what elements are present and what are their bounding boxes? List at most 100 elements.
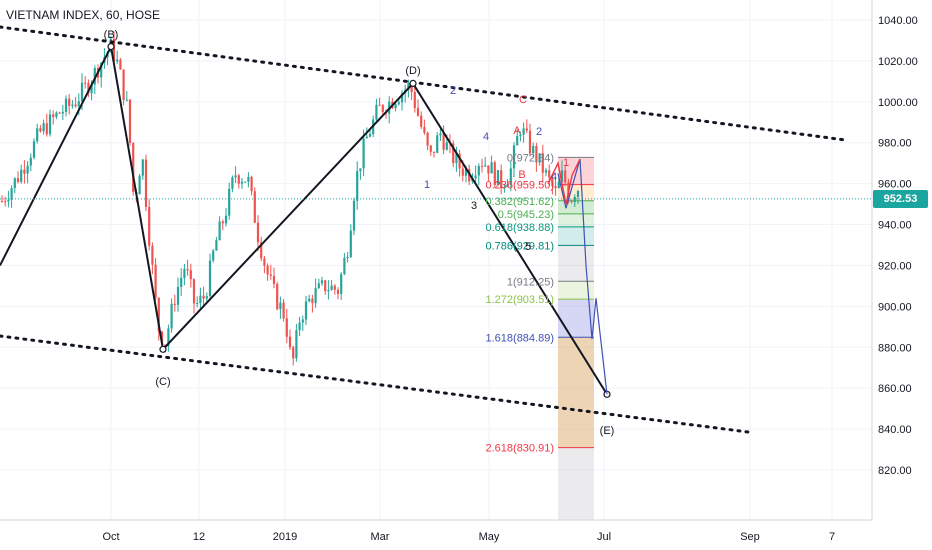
candle-body [333, 285, 336, 290]
candle-body [100, 62, 103, 78]
candle-body [458, 153, 461, 169]
candle-body [68, 98, 71, 106]
candle-body [157, 297, 160, 332]
y-tick-label: 1020.00 [878, 56, 918, 68]
candle-body [455, 153, 458, 164]
candle-body [432, 151, 436, 153]
candle-body [356, 171, 359, 201]
x-tick-label: Jul [597, 531, 611, 543]
candle-body [196, 302, 199, 304]
candle-body [311, 298, 314, 304]
candle-body [112, 38, 116, 62]
candle-body [413, 92, 416, 109]
candle-body [45, 123, 48, 135]
candle-body [29, 157, 32, 166]
candle-body [279, 302, 282, 310]
subwave-label: 1 [563, 157, 569, 169]
candle-body [362, 138, 365, 169]
subwave-label: C [519, 94, 527, 106]
candle-body [237, 175, 240, 184]
candle-body [570, 201, 573, 203]
candle-body [538, 153, 541, 163]
candle-body [13, 178, 16, 189]
candle-body [400, 93, 404, 103]
candle-body [276, 284, 279, 310]
candle-body [349, 230, 352, 258]
subwave-label: 1 [424, 179, 430, 191]
fib-zone [558, 200, 594, 214]
candle-body [298, 322, 301, 331]
x-tick-label: Sep [740, 531, 760, 543]
candle-body [269, 274, 272, 276]
candle-body [560, 170, 564, 182]
candle-body [557, 181, 560, 189]
fib-zone [558, 281, 594, 300]
candle-body [429, 145, 432, 152]
candle-body [519, 134, 522, 137]
subwave-label: 2 [536, 126, 542, 138]
candle-body [336, 289, 340, 294]
candle-body [39, 128, 42, 132]
projection-path [557, 158, 608, 395]
y-tick-label: 1000.00 [878, 97, 918, 109]
y-tick-label: 940.00 [878, 220, 912, 232]
fib-labels: 0(972.84) 0.236(959.50) 0.382(951.62)0.5(9… [486, 152, 555, 454]
y-tick-label: 960.00 [878, 179, 912, 191]
candle-body [295, 330, 298, 359]
candle-body [516, 136, 519, 146]
candle-body [20, 169, 23, 182]
candle-body [240, 181, 244, 184]
candle-body [378, 104, 381, 106]
candle-body [327, 290, 330, 292]
candle-body [442, 133, 445, 150]
candle-body [125, 99, 128, 101]
candle-body [170, 303, 173, 329]
candle-body [141, 159, 144, 176]
candle-body [535, 145, 538, 163]
candle-body [525, 128, 528, 131]
candle-body [292, 347, 295, 359]
candle-body [189, 270, 192, 280]
candle-body [132, 142, 135, 193]
candle-body [496, 170, 500, 185]
candle-body [544, 170, 548, 173]
x-tick-label: Oct [102, 531, 119, 543]
candle-body [71, 104, 74, 106]
candle-body [554, 186, 557, 189]
candle-body [490, 162, 493, 174]
candle-body [320, 280, 324, 284]
subwave-label: B [518, 169, 525, 181]
x-tick-label: 7 [829, 531, 835, 543]
chart-title: VIETNAM INDEX, 60, HOSE [6, 8, 161, 22]
y-tick-label: 920.00 [878, 260, 912, 272]
y-tick-label: 900.00 [878, 301, 912, 313]
candle-body [144, 159, 148, 207]
candle-body [439, 133, 442, 136]
candle-body [346, 257, 349, 259]
wave-label: (D) [405, 65, 420, 77]
fib-zone [558, 245, 594, 282]
candle-body [359, 168, 362, 172]
candle-body [32, 141, 36, 158]
candle-body [36, 128, 39, 142]
candle-body [308, 298, 311, 302]
x-tick-label: Mar [371, 531, 390, 543]
candle-body [48, 114, 52, 135]
candle-body [77, 101, 80, 107]
candle-body [61, 111, 64, 114]
candle-body [487, 165, 490, 174]
candle-body [74, 104, 77, 107]
candle-body [420, 115, 423, 127]
candle-body [436, 135, 439, 153]
wave-label: (B) [104, 29, 119, 41]
y-tick-label: 1040.00 [878, 15, 918, 27]
fib-label: 0(972.84) [507, 152, 554, 164]
candle-body [573, 196, 576, 202]
candle-body [381, 105, 384, 112]
subwave-label: A [513, 125, 521, 137]
grid [0, 0, 872, 520]
candle-body [506, 184, 509, 187]
axes: 1040.00 1020.00 1000.00 980.00 960.00 940.00 9… [0, 0, 918, 543]
candle-body [532, 145, 535, 154]
